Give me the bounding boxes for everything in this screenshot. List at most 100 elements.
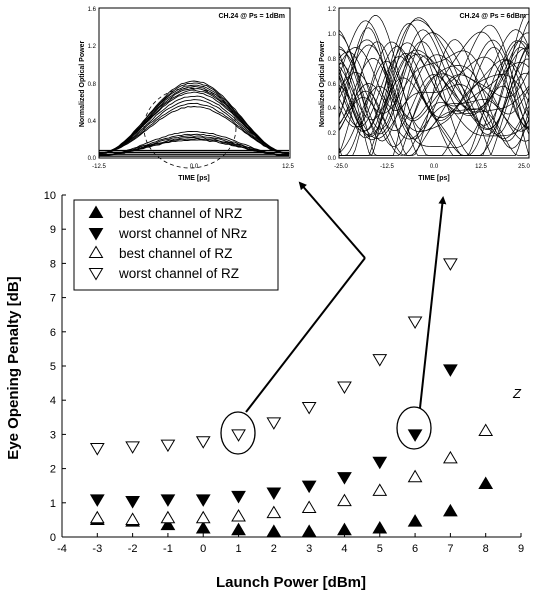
- data-point: [372, 456, 388, 470]
- inset1-ytick: 1.2: [88, 44, 97, 50]
- eye1-trace: [98, 91, 290, 155]
- eye2-trace: [338, 15, 530, 135]
- eye2-trace: [338, 23, 530, 132]
- legend-label-worst-rz: worst channel of RZ: [118, 266, 239, 281]
- y-tick-label: 4: [50, 395, 56, 407]
- inset1-ytick: 0.0: [88, 156, 97, 162]
- x-tick-label: -4: [57, 543, 67, 555]
- inset2-ytick: 0.0: [328, 156, 337, 162]
- data-point: [160, 439, 176, 453]
- y-tick-label: 3: [50, 429, 56, 441]
- data-point: [407, 316, 423, 330]
- x-tick-label: -2: [128, 543, 138, 555]
- eye2-trace: [339, 59, 530, 156]
- data-point: [478, 423, 494, 437]
- x-tick-label: 6: [412, 543, 418, 555]
- legend-markers: [88, 205, 104, 281]
- inset1-dashed-circle: [143, 87, 237, 169]
- inset2-frame: [338, 7, 530, 159]
- data-point: [266, 487, 282, 501]
- legend-box: [73, 199, 279, 291]
- eye2-trace: [338, 55, 530, 128]
- data-point: [160, 517, 176, 531]
- legend-marker: [88, 227, 104, 241]
- data-point: [266, 505, 282, 519]
- series-0: [89, 476, 494, 537]
- x-axis-label: Launch Power [dBm]: [216, 574, 366, 591]
- eye1-trace: [98, 102, 290, 155]
- data-point: [301, 500, 317, 513]
- legend-label-worst-nrz: worst channel of NRz: [118, 226, 248, 241]
- inset2-ytick: 0.8: [328, 57, 337, 63]
- eye2-trace: [338, 27, 530, 156]
- data-point: [443, 364, 458, 377]
- x-tick-label: 2: [271, 543, 277, 555]
- eye2-trace: [338, 52, 530, 121]
- inset1-xticks: -12.5 0.0 12.5: [92, 164, 294, 170]
- data-point: [478, 476, 494, 490]
- arrow-to-inset1: [245, 257, 366, 413]
- inset2-yticks: 1.2 1.0 0.8 0.6 0.4 0.2 0.0: [328, 7, 337, 162]
- eye2-trace: [338, 90, 530, 156]
- data-point: [195, 494, 211, 507]
- inset2-xtick: -12.5: [380, 164, 394, 170]
- data-point: [443, 258, 458, 271]
- data-point: [407, 469, 423, 483]
- series-3: [89, 258, 458, 456]
- inset2-ylabel: Normalized Optical Power: [319, 41, 326, 128]
- data-point: [231, 508, 246, 522]
- inset1-xtick: -12.5: [92, 164, 106, 170]
- data-point: [337, 472, 352, 485]
- inset1-ytick: 1.6: [88, 7, 97, 13]
- inset-eye-diagram-6dbm: CH.24 @ Ps = 6dBm Normalized Optical Pow…: [319, 7, 530, 182]
- eye2-trace: [338, 13, 529, 138]
- inset1-yticks: 1.6 1.2 0.8 0.4 0.0: [88, 7, 97, 162]
- main-plot: -4 -3 -2 -1 0 1 2 3 4 5 6 7 8 9 0 1 2 3 4 5 6 7 8 9 10 Z best ch…: [5, 181, 524, 591]
- data-point: [301, 524, 317, 537]
- main-series: [89, 258, 494, 537]
- y-axis-label: Eye Opening Penalty [dB]: [5, 276, 22, 459]
- data-point: [266, 524, 282, 537]
- x-tick-label: 9: [518, 543, 524, 555]
- inset2-ytick: 0.4: [328, 106, 337, 112]
- eye1-trace: [98, 95, 289, 154]
- x-tick-label: 0: [200, 543, 206, 555]
- eye2-trace: [338, 83, 530, 142]
- data-point: [195, 510, 211, 524]
- inset2-xtick: 12.5: [475, 164, 487, 170]
- inset2-ytick: 1.0: [328, 32, 337, 38]
- eye2-trace: [338, 63, 530, 156]
- eye1-trace: [98, 106, 290, 155]
- inset1-xlabel: TIME [ps]: [178, 175, 210, 182]
- inset2-ytick: 0.6: [328, 82, 337, 88]
- inset1-frame: [98, 7, 291, 159]
- eye1-trace: [99, 138, 290, 156]
- eye2-trace: [338, 42, 530, 136]
- eye2-trace: [338, 20, 530, 128]
- data-point: [195, 520, 211, 534]
- data-point: [89, 510, 105, 524]
- data-point: [125, 512, 140, 525]
- y-tick-label: 1: [50, 498, 56, 510]
- data-point: [443, 450, 458, 464]
- series-2: [89, 423, 494, 525]
- inset2-xtick: 0.0: [430, 164, 439, 170]
- inset1-xtick: 12.5: [282, 164, 294, 170]
- data-point: [337, 381, 352, 395]
- y-tick-label: 7: [50, 293, 56, 305]
- main-axis-ticks: -4 -3 -2 -1 0 1 2 3 4 5 6 7 8 9 0 1 2 3 4 5 6 7 8 9 10: [44, 190, 524, 555]
- data-point: [160, 510, 176, 524]
- data-point: [372, 354, 388, 367]
- data-point: [195, 436, 211, 449]
- inset2-xtick: -25.0: [334, 164, 348, 170]
- data-point: [89, 443, 105, 456]
- y-tick-label: 10: [44, 190, 56, 202]
- legend-marker: [88, 267, 104, 281]
- data-point: [266, 417, 282, 430]
- arrow-to-inset1-head: [298, 181, 366, 259]
- inset-eye-diagram-1dbm: CH.24 @ Ps = 1dBm Normalized Optical Pow…: [79, 7, 294, 182]
- legend-label-best-rz: best channel of RZ: [119, 246, 232, 261]
- data-point: [372, 483, 388, 496]
- x-tick-label: 5: [377, 543, 383, 555]
